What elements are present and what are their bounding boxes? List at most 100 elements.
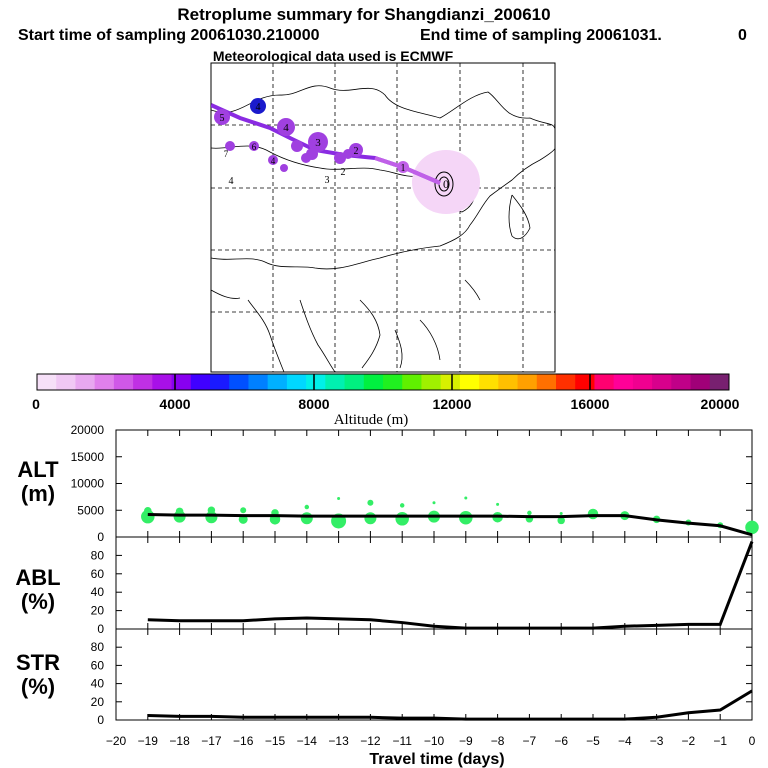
altitude-point [745,520,759,535]
altitude-point [144,507,152,515]
colorbar-swatch [152,374,173,390]
x-tick-label: −2 [682,734,696,748]
marker-day4-high: 4 [250,98,266,114]
x-tick-label: −17 [201,734,222,748]
y-tick-label: 5000 [77,503,104,517]
colorbar-swatch [133,374,153,390]
colorbar-swatch [190,374,211,390]
marker-day5: 5 [214,109,230,125]
colorbar-swatch [690,374,711,390]
alt-panel-label: ALT [17,457,59,482]
svg-text:4: 4 [271,156,276,166]
map-coastlines [211,85,555,372]
colorbar-swatch [325,374,346,390]
altitude-point [337,496,341,500]
abl-panel-label: ABL [15,565,60,590]
x-tick-label: −20 [106,734,127,748]
colorbar-swatch [709,374,730,390]
colorbar-tick: 4000 [159,396,190,412]
altitude-point [559,511,563,515]
colorbar-tick-labels: 0 4000 8000 12000 16000 20000 [32,396,740,412]
y-tick-label: 0 [97,530,104,544]
altitude-point [240,507,247,514]
x-tick-label: −15 [265,734,286,748]
colorbar-swatch [229,374,249,390]
colorbar-swatch [306,374,326,390]
altitude-point [395,512,409,526]
colorbar-swatch [536,374,557,390]
altitude-point [587,508,599,520]
marker-day6: 6 [249,141,259,152]
altitude-point [459,510,473,525]
str-frame [115,628,753,721]
svg-text:6: 6 [252,142,257,152]
x-tick-label: −7 [523,734,537,748]
colorbar-swatch [440,374,461,390]
y-tick-label: 10000 [71,477,105,491]
colorbar-swatch [421,374,442,390]
colorbar-swatch [459,374,480,390]
altitude-colorbar [36,373,730,391]
marker-day3: 3 [308,132,328,152]
str-panel: 0 20 40 60 80 [91,628,753,727]
trajectory-map: 4 5 4 3 2 1 7 6 4 4 3 2 0 [210,62,556,373]
y-tick-label: 20 [91,604,105,618]
svg-text:2: 2 [354,146,359,157]
receptor-plume-area [412,150,480,214]
x-tick-label: −5 [586,734,600,748]
colorbar-swatch [575,374,595,390]
y-tick-label: 80 [91,640,105,654]
x-tick-label: −18 [169,734,190,748]
x-tick-label: −9 [459,734,473,748]
timeseries-panels: 0 5000 10000 15000 20000 0 20 40 60 80 0 20 40 60 80 −2… [71,423,759,748]
colorbar-swatch [402,374,422,390]
y-tick-label: 0 [97,622,104,636]
x-tick-label: −4 [618,734,632,748]
abl-series-line [147,541,754,630]
start-time-label: Start time of sampling 20061030.210000 [18,27,320,44]
colorbar-swatch [556,374,576,390]
altitude-point [527,510,532,516]
altitude-point [464,496,468,500]
y-tick-label: 40 [91,585,105,599]
marker-day4-low: 4 [268,155,278,166]
colorbar-frame [36,373,730,391]
altitude-point [364,512,377,525]
colorbar-swatch [479,374,499,390]
colorbar-swatch [652,374,672,390]
alt-series-line [147,513,753,537]
abl-panel-unit: (%) [21,589,55,614]
abl-frame [115,536,753,630]
colorbar-swatch [267,374,288,390]
x-tick-label: −6 [554,734,568,748]
svg-text:3: 3 [315,137,321,149]
colorbar-swatch [75,374,96,390]
colorbar-swatch [498,374,519,390]
colorbar-swatch [94,374,115,390]
svg-text:5: 5 [220,113,225,124]
str-series-line [147,689,753,721]
colorbar-swatch [383,374,403,390]
colorbar-swatch [613,374,634,390]
x-tick-labels: −20 −19 −18 −17 −16 −15 −14 −13 −12 −11 −10 −9 −8 −7−… [106,734,756,748]
x-tick-label: −13 [328,734,349,748]
colorbar-swatch [344,374,365,390]
y-tick-label: 60 [91,658,105,672]
colorbar-swatch [210,374,230,390]
map-frame [210,62,556,373]
y-tick-label: 15000 [71,450,105,464]
colorbar-tick: 12000 [433,396,472,412]
colorbar-swatch [286,374,307,390]
x-axis-label: Travel time (days) [369,751,504,768]
x-tick-label: −19 [138,734,159,748]
marker-label-4: 4 [229,176,234,187]
figure-title: Retroplume summary for Shangdianzi_20061… [177,5,550,24]
y-tick-label: 40 [91,677,105,691]
abl-panel: 0 20 40 60 80 [91,536,754,636]
colorbar-swatch [37,374,57,390]
colorbar-tick: 16000 [571,396,610,412]
colorbar-swatch [171,374,192,390]
colorbar-swatch [56,374,76,390]
colorbar-swatch [363,374,384,390]
